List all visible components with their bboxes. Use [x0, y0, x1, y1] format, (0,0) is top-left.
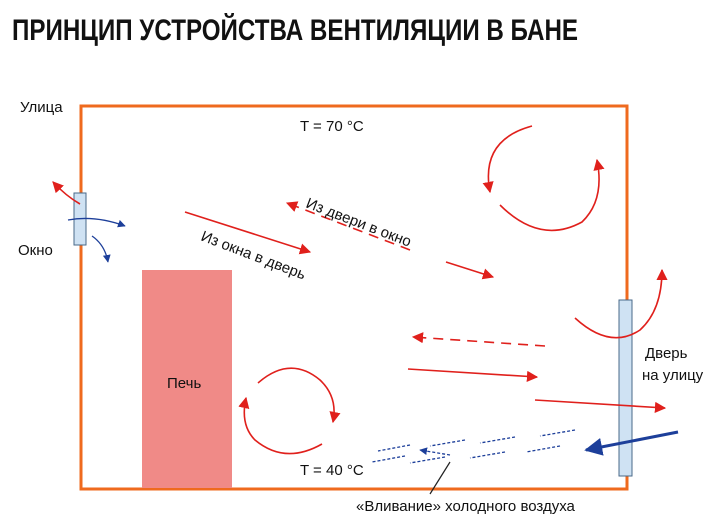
arrow [371, 429, 576, 464]
arrow [407, 368, 539, 382]
arrow [257, 367, 341, 424]
room [79, 104, 629, 491]
leader-line [429, 461, 451, 495]
arrow [52, 181, 81, 205]
arrow [499, 158, 605, 232]
stove [142, 270, 232, 488]
arrow [184, 211, 312, 255]
label: Дверь [645, 345, 688, 362]
red-arrows [52, 125, 668, 455]
label: на улицу [642, 367, 704, 384]
arrow [534, 399, 667, 413]
title: ПРИНЦИП УСТРОЙСТВА ВЕНТИЛЯЦИИ В БАНЕ [12, 13, 578, 47]
arrow [285, 201, 411, 251]
label: Окно [18, 242, 53, 259]
label: «Вливание» холодного воздуха [356, 498, 576, 515]
blue-arrows [67, 217, 679, 495]
arrow [238, 396, 323, 455]
arrow [411, 332, 546, 347]
arrow [584, 430, 679, 456]
label: Печь [167, 375, 201, 392]
arrow [91, 235, 111, 263]
label: T = 70 °C [300, 118, 364, 135]
arrow [445, 261, 495, 280]
arrow [67, 217, 126, 228]
door-frame [618, 299, 633, 477]
arrow [574, 268, 668, 339]
label: Из двери в окно [304, 195, 414, 251]
label: T = 40 °C [300, 462, 364, 479]
label: Улица [20, 99, 63, 116]
arrow [482, 125, 533, 194]
